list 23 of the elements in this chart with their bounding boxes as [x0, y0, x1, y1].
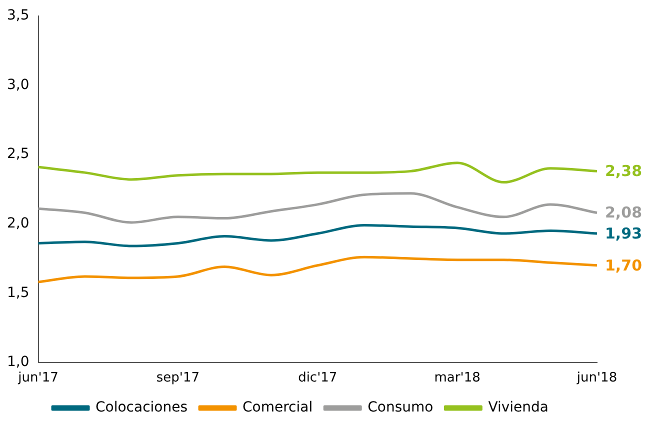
y-tick-label: 1,0 [7, 354, 30, 370]
legend-label: Consumo [368, 400, 434, 416]
line-series [37, 256, 598, 284]
data-label: 1,70 [605, 256, 642, 274]
line-series [37, 192, 598, 224]
y-tick-label: 3,5 [7, 8, 30, 24]
legend-label: Vivienda [488, 400, 548, 416]
data-label: 2,08 [605, 204, 642, 222]
y-tick-label: 1,5 [7, 284, 30, 301]
x-tick-label: mar'18 [434, 370, 480, 386]
legend-label: Comercial [242, 400, 313, 416]
legend-label: Colocaciones [96, 400, 188, 416]
y-tick-label: 3,0 [7, 76, 30, 93]
x-tick-label: dic'17 [298, 370, 338, 386]
line-series [37, 224, 598, 248]
x-tick-label: sep'17 [156, 370, 200, 386]
x-tick-label: jun'18 [576, 370, 618, 386]
data-label: 1,93 [605, 224, 642, 242]
y-tick-label: 2,5 [7, 146, 30, 162]
data-label: 2,38 [605, 162, 642, 180]
x-tick-label: jun'17 [17, 370, 58, 386]
line-series [37, 162, 598, 184]
y-tick-label: 2,0 [7, 215, 30, 232]
